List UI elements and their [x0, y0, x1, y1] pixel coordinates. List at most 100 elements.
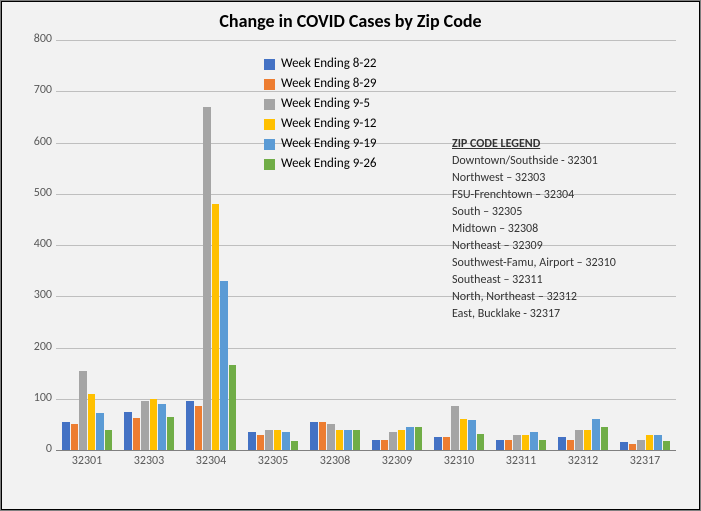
bar — [530, 432, 538, 450]
bar — [654, 435, 662, 450]
x-tick-label: 32311 — [506, 454, 536, 468]
x-axis-line — [56, 450, 676, 451]
legend-swatch — [264, 59, 275, 70]
y-tick-label: 500 — [6, 186, 52, 200]
x-tick-label: 32308 — [320, 454, 350, 468]
bar — [398, 430, 406, 451]
bar — [124, 412, 132, 450]
bar — [274, 430, 282, 451]
x-tick-label: 32312 — [568, 454, 598, 468]
bar — [141, 401, 149, 450]
bar — [88, 394, 96, 450]
zip-legend-line: FSU-Frenchtown – 32304 — [452, 187, 616, 204]
zip-legend-line: Northeast – 32309 — [452, 238, 616, 255]
legend-swatch — [264, 99, 275, 110]
bar — [133, 418, 141, 450]
y-tick-label: 600 — [6, 135, 52, 149]
bar — [381, 440, 389, 450]
chart-frame: Change in COVID Cases by Zip Code 0 100 20… — [0, 0, 701, 511]
bar — [443, 437, 451, 450]
zip-legend-line: Southeast – 32311 — [452, 272, 616, 289]
bar — [505, 440, 513, 450]
bar — [248, 432, 256, 450]
bar — [310, 422, 318, 450]
chart-title: Change in COVID Cases by Zip Code — [2, 10, 699, 32]
bar — [327, 424, 335, 450]
bar — [105, 430, 113, 451]
bar — [629, 444, 637, 450]
x-tick-label: 32304 — [196, 454, 226, 468]
bar — [344, 430, 352, 451]
bar — [406, 427, 414, 450]
legend-label: Week Ending 9-5 — [281, 94, 370, 114]
bar — [558, 437, 566, 450]
zip-legend-line: Northwest – 32303 — [452, 170, 616, 187]
bar — [601, 427, 609, 450]
zip-legend-line: South – 32305 — [452, 204, 616, 221]
bar — [336, 430, 344, 451]
bar — [468, 420, 476, 450]
bar — [79, 371, 87, 450]
zip-legend-line: North, Northeast – 32312 — [452, 289, 616, 306]
legend-label: Week Ending 8-29 — [281, 74, 377, 94]
bar — [522, 435, 530, 450]
legend-item: Week Ending 9-19 — [264, 134, 377, 154]
bar — [575, 430, 583, 451]
x-tick-label: 32317 — [630, 454, 660, 468]
bar — [567, 440, 575, 450]
x-tick-label: 32309 — [382, 454, 412, 468]
zip-legend-line: East, Bucklake - 32317 — [452, 306, 616, 323]
bar — [415, 427, 423, 450]
x-tick-label: 32305 — [258, 454, 288, 468]
legend-item: Week Ending 9-26 — [264, 154, 377, 174]
bar — [663, 441, 671, 450]
zip-code-legend: ZIP CODE LEGENDDowntown/Southside - 3230… — [452, 136, 616, 323]
bar — [637, 440, 645, 450]
bar — [539, 440, 547, 450]
legend-swatch — [264, 119, 275, 130]
series-legend: Week Ending 8-22Week Ending 8-29Week End… — [264, 54, 377, 174]
legend-item: Week Ending 9-12 — [264, 114, 377, 134]
bar — [620, 442, 628, 450]
y-tick-label: 200 — [6, 340, 52, 354]
bar — [319, 422, 327, 450]
bar — [389, 432, 397, 450]
bar — [353, 430, 361, 451]
y-tick-label: 300 — [6, 288, 52, 302]
bar — [203, 107, 211, 450]
legend-item: Week Ending 8-29 — [264, 74, 377, 94]
legend-swatch — [264, 79, 275, 90]
bar — [167, 417, 175, 450]
bar — [220, 281, 228, 450]
x-tick-label: 32301 — [72, 454, 102, 468]
bar — [212, 204, 220, 450]
legend-item: Week Ending 8-22 — [264, 54, 377, 74]
legend-swatch — [264, 139, 275, 150]
bar — [186, 401, 194, 450]
bar — [291, 441, 299, 450]
bar — [584, 430, 592, 451]
legend-label: Week Ending 9-26 — [281, 154, 377, 174]
bar — [62, 422, 70, 450]
bar — [195, 406, 203, 450]
y-tick-label: 800 — [6, 32, 52, 46]
legend-swatch — [264, 159, 275, 170]
legend-label: Week Ending 9-12 — [281, 114, 377, 134]
bar — [496, 440, 504, 450]
legend-item: Week Ending 9-5 — [264, 94, 377, 114]
gridline — [56, 40, 676, 41]
legend-label: Week Ending 8-22 — [281, 54, 377, 74]
bar — [460, 419, 468, 450]
y-tick-label: 100 — [6, 391, 52, 405]
y-tick-label: 0 — [6, 442, 52, 456]
chart-inner: Change in COVID Cases by Zip Code 0 100 20… — [1, 1, 700, 510]
bar — [150, 399, 158, 450]
bar — [229, 365, 237, 450]
bar — [257, 435, 265, 450]
bar — [477, 434, 485, 450]
x-tick-label: 32303 — [134, 454, 164, 468]
bar — [96, 413, 104, 450]
legend-label: Week Ending 9-19 — [281, 134, 377, 154]
bar — [513, 435, 521, 450]
y-tick-label: 400 — [6, 237, 52, 251]
